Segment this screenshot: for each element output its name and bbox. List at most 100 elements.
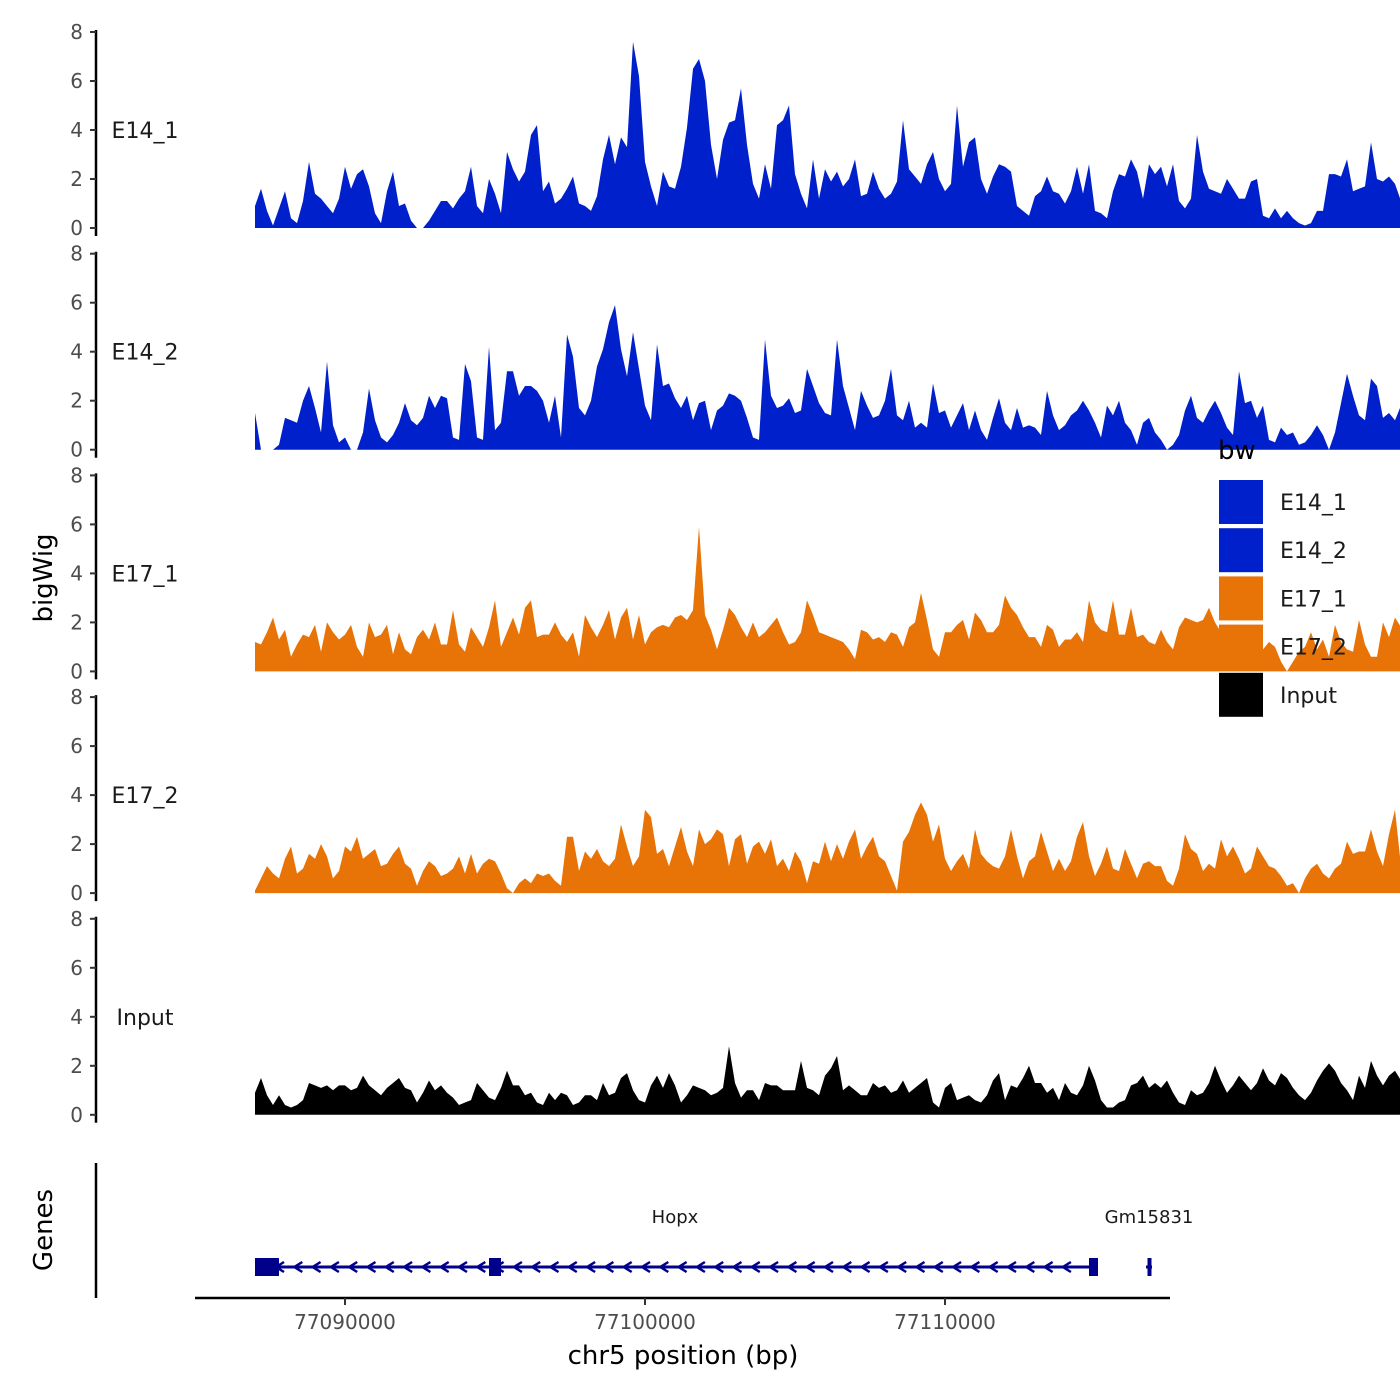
signal-tracks: 0 2 4 6 8 E14_1 0 2 4 6 8 E14_2 0 2 4 6 8 E17_1 0 2 4 6 8 E17_2… xyxy=(70,20,1400,1127)
y-axis-title: bigWig xyxy=(29,533,59,622)
signal-area-e17_2 xyxy=(255,802,1400,894)
gene-hopx: Hopx xyxy=(255,1207,1098,1276)
gene-track: Genes Hopx Gm15831 xyxy=(29,1163,1193,1298)
strand-arrow xyxy=(529,1260,541,1274)
strand-arrow xyxy=(749,1260,761,1274)
strand-arrow xyxy=(786,1260,798,1274)
strand-arrow xyxy=(914,1260,926,1274)
strand-arrow xyxy=(548,1260,560,1274)
legend-swatch xyxy=(1219,480,1263,524)
x-axis-title: chr5 position (bp) xyxy=(568,1341,799,1371)
y-tick-label: 6 xyxy=(70,956,83,980)
y-tick-label: 0 xyxy=(70,438,83,462)
x-tick-label: 77110000 xyxy=(894,1310,996,1334)
signal-area-e17_1 xyxy=(255,526,1400,672)
x-axis: 77090000 77100000 77110000 chr5 position (… xyxy=(195,1296,1170,1371)
strand-arrow xyxy=(584,1260,596,1274)
strand-arrow xyxy=(804,1260,816,1274)
strand-arrow xyxy=(822,1260,834,1274)
y-tick-label: 8 xyxy=(70,242,83,266)
legend-item-e17_1: E17_1 xyxy=(1219,576,1347,621)
y-tick-label: 2 xyxy=(70,167,83,191)
legend-items: E14_1 E14_2 E17_1 E17_2 Input xyxy=(1219,480,1347,717)
legend-label: E17_2 xyxy=(1280,636,1347,661)
strand-arrow xyxy=(639,1260,651,1274)
strand-arrow xyxy=(621,1260,633,1274)
y-tick-label: 0 xyxy=(70,1103,83,1127)
y-tick-label: 4 xyxy=(70,340,83,364)
y-tick-label: 2 xyxy=(70,610,83,634)
legend-item-e14_1: E14_1 xyxy=(1219,480,1347,524)
y-tick-label: 2 xyxy=(70,389,83,413)
track-label: E17_1 xyxy=(112,562,179,587)
strand-arrow xyxy=(712,1260,724,1274)
gene-exon xyxy=(1089,1258,1098,1276)
gene-exon xyxy=(255,1258,279,1276)
strand-arrow xyxy=(401,1260,413,1274)
y-tick-label: 8 xyxy=(70,685,83,709)
strand-arrow xyxy=(365,1260,377,1274)
strand-arrow xyxy=(383,1260,395,1274)
strand-arrow xyxy=(987,1260,999,1274)
strand-arrow xyxy=(840,1260,852,1274)
strand-arrow xyxy=(895,1260,907,1274)
y-tick-label: 2 xyxy=(70,832,83,856)
y-tick-label: 0 xyxy=(70,659,83,683)
y-tick-label: 8 xyxy=(70,20,83,44)
signal-area-e14_2 xyxy=(255,305,1400,450)
signal-area-e14_1 xyxy=(255,41,1400,228)
y-tick-label: 6 xyxy=(70,291,83,315)
gene-exon xyxy=(489,1258,501,1276)
gene-track-title: Genes xyxy=(29,1189,59,1271)
legend: bw E14_1 E14_2 E17_1 E17_2 Input xyxy=(1218,436,1347,717)
track-input: 0 2 4 6 8 Input xyxy=(70,907,1400,1127)
x-tick-label: 77090000 xyxy=(294,1310,396,1334)
x-tick-label: 77100000 xyxy=(594,1310,696,1334)
strand-arrow xyxy=(511,1260,523,1274)
strand-arrow xyxy=(1060,1260,1072,1274)
track-label: Input xyxy=(117,1006,174,1031)
strand-arrow xyxy=(657,1260,669,1274)
track-e17_2: 0 2 4 6 8 E17_2 xyxy=(70,685,1400,905)
strand-arrow xyxy=(566,1260,578,1274)
strand-arrow xyxy=(767,1260,779,1274)
y-tick-label: 2 xyxy=(70,1054,83,1078)
gene-models: Hopx Gm15831 xyxy=(255,1207,1193,1276)
strand-arrow xyxy=(310,1260,322,1274)
strand-arrow xyxy=(1023,1260,1035,1274)
strand-arrow xyxy=(932,1260,944,1274)
y-tick-label: 0 xyxy=(70,216,83,240)
legend-swatch xyxy=(1219,672,1263,717)
legend-item-e17_2: E17_2 xyxy=(1219,624,1347,669)
strand-arrow xyxy=(420,1260,432,1274)
signal-area-input xyxy=(255,1046,1400,1115)
legend-label: E17_1 xyxy=(1280,587,1347,612)
strand-arrow xyxy=(603,1260,615,1274)
legend-label: E14_1 xyxy=(1280,491,1347,516)
strand-arrow xyxy=(877,1260,889,1274)
strand-arrow xyxy=(456,1260,468,1274)
y-tick-label: 4 xyxy=(70,561,83,585)
track-e14_1: 0 2 4 6 8 E14_1 xyxy=(70,20,1400,240)
strand-arrow xyxy=(859,1260,871,1274)
track-e14_2: 0 2 4 6 8 E14_2 xyxy=(70,242,1400,462)
strand-arrow xyxy=(731,1260,743,1274)
track-label: E14_2 xyxy=(112,341,179,366)
y-tick-label: 4 xyxy=(70,783,83,807)
x-axis-ticks: 77090000 77100000 77110000 xyxy=(294,1298,996,1334)
strand-arrow xyxy=(474,1260,486,1274)
strand-arrow xyxy=(291,1260,303,1274)
legend-title: bw xyxy=(1218,436,1256,466)
strand-arrow xyxy=(676,1260,688,1274)
legend-item-input: Input xyxy=(1219,672,1337,717)
y-tick-label: 8 xyxy=(70,463,83,487)
gene-label: Hopx xyxy=(652,1207,699,1228)
legend-label: Input xyxy=(1280,684,1337,709)
track-label: E14_1 xyxy=(112,119,179,144)
strand-arrow xyxy=(328,1260,340,1274)
track-e17_1: 0 2 4 6 8 E17_1 xyxy=(70,463,1400,683)
y-tick-label: 6 xyxy=(70,734,83,758)
strand-arrow xyxy=(346,1260,358,1274)
y-tick-label: 4 xyxy=(70,1005,83,1029)
